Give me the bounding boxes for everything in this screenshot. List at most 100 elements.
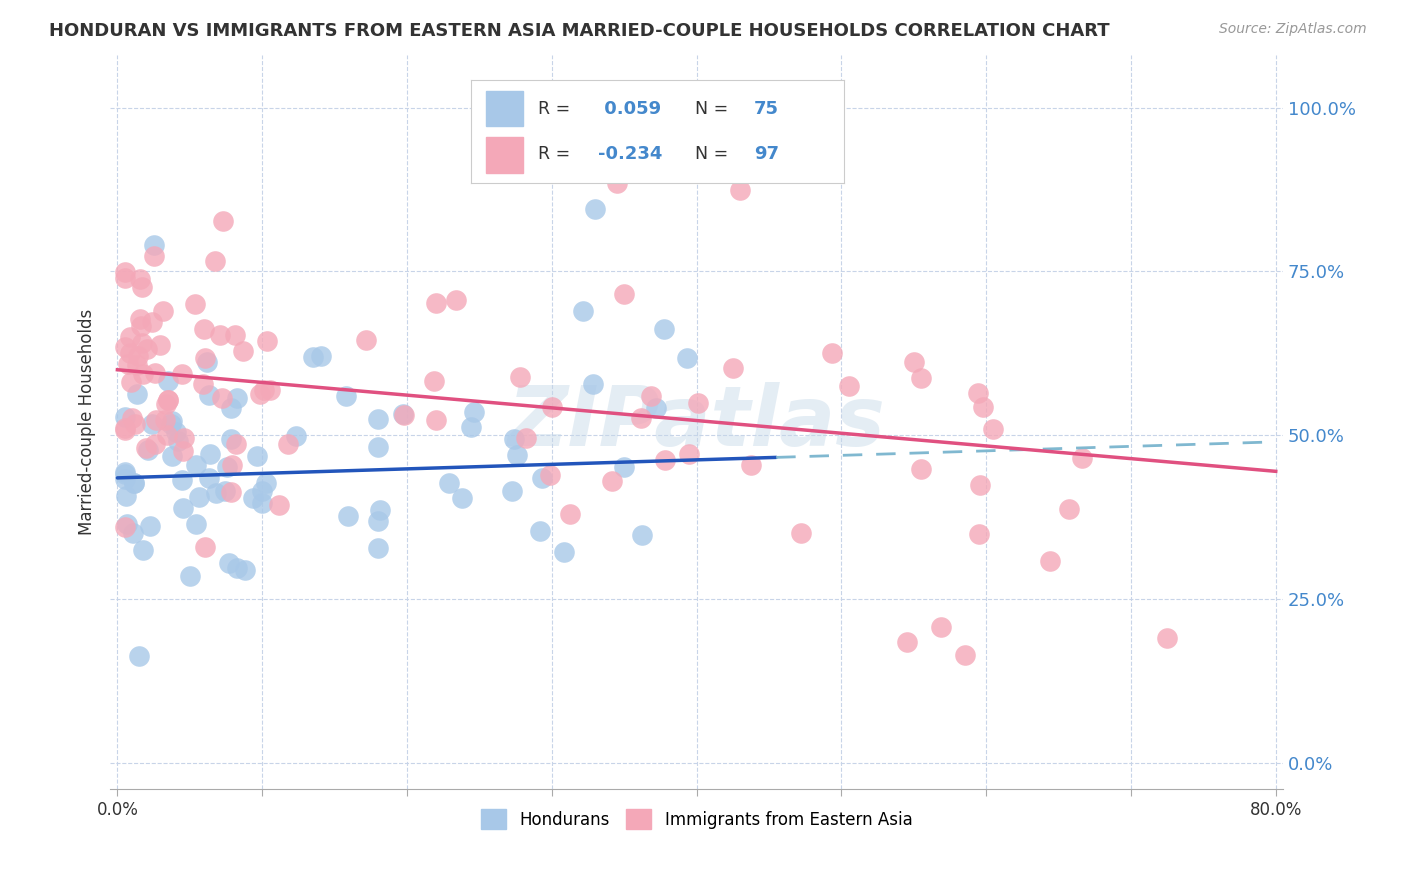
Point [728,182,751,196]
Point [214,484,236,499]
Point [723,361,745,376]
Point [367,440,389,454]
Point [302,350,325,364]
Point [217,460,239,475]
Point [503,433,526,447]
Point [162,414,184,428]
Point [253,383,276,397]
Text: 97: 97 [754,145,779,163]
Point [131,335,153,350]
Point [198,388,221,402]
Point [219,401,242,416]
Point [654,453,676,467]
Point [354,333,377,347]
Point [972,400,994,414]
Point [194,351,217,365]
Point [186,517,208,532]
Point [156,392,179,407]
Point [367,515,389,529]
Point [249,387,271,401]
Point [115,489,138,503]
Point [242,491,264,505]
Point [640,389,662,403]
Point [423,374,446,388]
Point [267,498,290,512]
Point [446,293,468,307]
Point [582,377,605,392]
Point [172,501,194,516]
Point [152,304,174,318]
Point [131,367,153,381]
Point [114,340,136,354]
Point [613,459,636,474]
Point [969,478,991,492]
Point [254,475,277,490]
Point [127,349,149,363]
Point [553,545,575,559]
Point [250,496,273,510]
Point [204,485,226,500]
Point [821,346,844,360]
Point [219,432,242,446]
Point [153,413,176,427]
Point [910,371,932,385]
Point [967,385,990,400]
Point [120,375,142,389]
Text: ZIPatlas: ZIPatlas [508,382,886,463]
Point [143,367,166,381]
Point [572,304,595,318]
Point [114,410,136,425]
Point [425,296,447,310]
Point [558,508,581,522]
Point [179,568,201,582]
Point [122,475,145,490]
Point [367,412,389,426]
Point [225,437,247,451]
Point [136,342,159,356]
Point [139,519,162,533]
Point [184,297,207,311]
Point [114,271,136,285]
Point [160,417,183,431]
Point [184,458,207,472]
Point [686,396,709,410]
Point [170,367,193,381]
Point [790,525,813,540]
Point [967,527,990,541]
Point [127,358,149,372]
Point [160,449,183,463]
Point [515,431,537,445]
Point [224,327,246,342]
Point [124,475,146,490]
Point [606,176,628,190]
Point [129,312,152,326]
Text: R =: R = [538,145,576,163]
Point [200,447,222,461]
Point [645,401,668,415]
Point [256,334,278,348]
Point [149,338,172,352]
Point [654,322,676,336]
Point [630,411,652,425]
Point [129,272,152,286]
Point [114,467,136,481]
Point [142,238,165,252]
Point [953,648,976,662]
Point [122,526,145,541]
Point [165,425,187,439]
Point [114,472,136,486]
Point [172,473,194,487]
Point [929,619,952,633]
Point [143,436,166,450]
Point [529,524,551,539]
Point [136,443,159,458]
Point [156,374,179,388]
Point [896,634,918,648]
Point [124,417,146,431]
Point [540,400,562,414]
Point [173,431,195,445]
Point [983,422,1005,436]
Point [132,543,155,558]
Point [195,355,218,369]
Point [630,528,652,542]
